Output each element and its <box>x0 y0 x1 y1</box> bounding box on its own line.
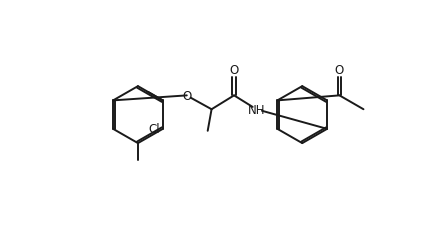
Text: O: O <box>230 64 239 77</box>
Text: Cl: Cl <box>149 123 161 136</box>
Text: O: O <box>182 89 191 102</box>
Text: NH: NH <box>248 103 265 116</box>
Text: O: O <box>335 64 344 77</box>
